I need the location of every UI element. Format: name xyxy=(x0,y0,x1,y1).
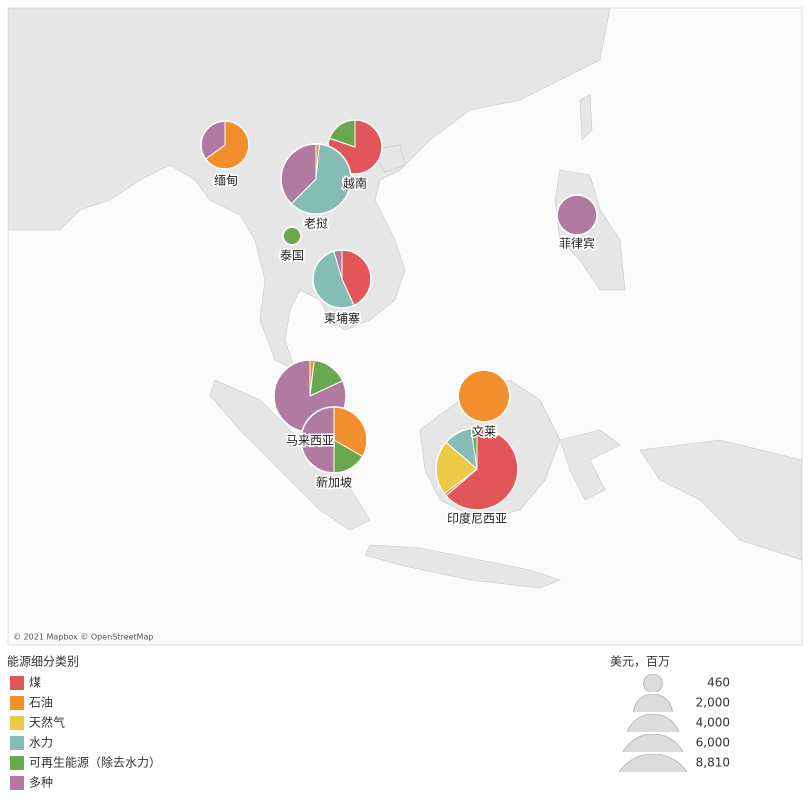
size-legend-label: 4,000 xyxy=(696,716,730,730)
pie xyxy=(457,369,511,423)
legend-label: 石油 xyxy=(29,696,53,710)
size-legend-label: 6,000 xyxy=(696,736,730,750)
legend-label: 天然气 xyxy=(29,715,65,730)
pie xyxy=(300,406,368,474)
pie xyxy=(280,143,352,215)
legend-label: 可再生能源（除去水力） xyxy=(29,755,161,770)
new-guinea xyxy=(639,439,802,561)
size-legend-mark xyxy=(618,754,688,772)
size-legend-label: 2,000 xyxy=(696,696,730,710)
pie-outline xyxy=(457,369,511,423)
sumatra xyxy=(209,379,371,531)
size-legend-mark xyxy=(622,734,684,752)
legend-swatch xyxy=(10,676,24,690)
size-legend-label: 460 xyxy=(707,676,730,690)
pie xyxy=(556,194,598,236)
size-legend-mark xyxy=(633,694,673,712)
country-label: 印度尼西亚 xyxy=(447,511,507,526)
pie-outline xyxy=(282,226,302,246)
legend-swatch xyxy=(10,716,24,730)
size-legend-title: 美元，百万 xyxy=(610,655,670,669)
java xyxy=(364,544,561,589)
pie-outline xyxy=(300,406,368,474)
country-label: 缅甸 xyxy=(214,174,238,188)
size-legend-mark xyxy=(643,674,663,692)
pie xyxy=(435,427,519,511)
pie-outline xyxy=(556,194,598,236)
pie-outline xyxy=(200,120,250,170)
sulawesi xyxy=(559,429,621,501)
pie-outline xyxy=(280,143,352,215)
legend-label: 煤 xyxy=(29,676,41,690)
country-label: 新加坡 xyxy=(316,475,352,490)
pie-outline xyxy=(312,249,372,309)
pie xyxy=(282,226,302,246)
attribution: © 2021 Mapbox © OpenStreetMap xyxy=(13,633,153,642)
country-label: 越南 xyxy=(343,176,367,191)
country-label: 老挝 xyxy=(304,217,328,231)
country-label: 柬埔寨 xyxy=(324,311,360,326)
legend-label: 多种 xyxy=(29,776,53,790)
country-label: 文莱 xyxy=(472,424,496,439)
legend-label: 水力 xyxy=(29,736,53,750)
legend-swatch xyxy=(10,776,24,790)
size-legend-mark xyxy=(626,714,680,732)
pie xyxy=(200,120,250,170)
pie xyxy=(312,249,372,309)
legend-swatch xyxy=(10,696,24,710)
legend-swatch xyxy=(10,736,24,750)
legend-swatch xyxy=(10,756,24,770)
color-legend-title: 能源细分类别 xyxy=(7,655,79,669)
country-label: 泰国 xyxy=(280,249,304,263)
size-legend-label: 8,810 xyxy=(696,756,730,770)
taiwan xyxy=(579,94,593,141)
country-label: 菲律宾 xyxy=(559,236,595,251)
pie-outline xyxy=(435,427,519,511)
country-label: 马来西亚 xyxy=(286,434,334,448)
